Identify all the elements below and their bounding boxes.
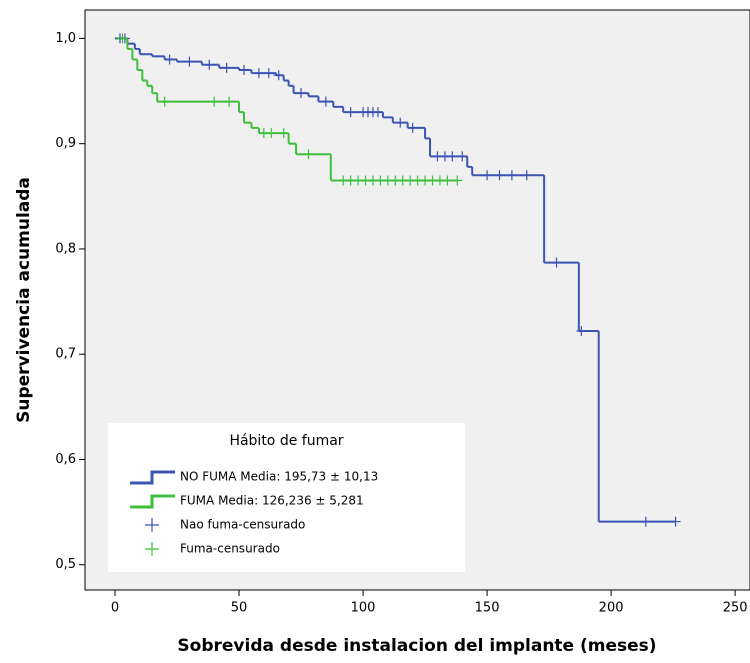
legend-label: Nao fuma-censurado [180,518,305,532]
y-tick-label: 0,6 [55,452,76,467]
legend: Hábito de fumar NO FUMA Media: 195,73 ± 1… [108,423,465,572]
censor-mark [209,96,220,107]
y-tick-label: 0,5 [55,557,76,572]
censor-mark [159,96,170,107]
censor-mark [296,88,307,99]
censor-mark [253,68,264,79]
censor-mark [164,54,175,65]
censor-mark [345,107,356,118]
censor-mark [640,516,651,527]
censor-mark [407,122,418,133]
censor-mark [224,96,235,107]
censor-mark [184,56,195,67]
censor-mark [263,68,274,79]
legend-title: Hábito de fumar [229,433,343,449]
series [114,33,681,527]
legend-icon [145,542,159,556]
censor-mark [447,151,458,162]
y-axis-title: Supervivencia acumulada [14,177,34,423]
y-tick-label: 0,7 [55,347,76,362]
censor-mark [482,170,493,181]
censor-mark [320,96,331,107]
x-tick-label: 0 [111,601,119,616]
censor-mark [494,170,505,181]
censor-mark [506,170,517,181]
x-tick-label: 150 [475,601,500,616]
censor-mark [442,175,453,186]
series [117,33,463,186]
censor-mark [238,65,249,75]
y-tick-label: 0,8 [55,241,76,256]
censor-mark [303,149,314,160]
censor-mark [278,128,289,139]
censor-mark [457,151,468,162]
censor-mark [372,107,383,118]
y-tick-label: 1,0 [55,31,76,46]
censor-mark [204,59,215,70]
legend-label: NO FUMA Media: 195,73 ± 10,13 [180,470,378,484]
x-axis-title: Sobrevida desde instalacion del implante… [177,636,656,656]
legend-icon [130,494,175,509]
censor-mark [521,170,532,181]
censor-mark [670,516,681,527]
censor-mark [452,175,463,186]
legend-icon [145,518,159,532]
legend-icon [130,470,175,485]
x-tick-label: 100 [351,601,376,616]
legend-label: Fuma-censurado [180,542,280,556]
censor-mark [273,70,284,81]
legend-label: FUMA Media: 126,236 ± 5,281 [180,494,364,508]
x-tick-label: 50 [231,601,248,616]
censor-mark [576,326,587,337]
censor-mark [266,128,277,139]
censor-mark [221,62,232,73]
censor-mark [395,117,406,128]
censor-mark [551,257,562,268]
x-tick-label: 200 [599,601,624,616]
x-tick-label: 250 [723,601,748,616]
y-tick-label: 0,9 [55,136,76,151]
censor-mark [117,33,128,44]
